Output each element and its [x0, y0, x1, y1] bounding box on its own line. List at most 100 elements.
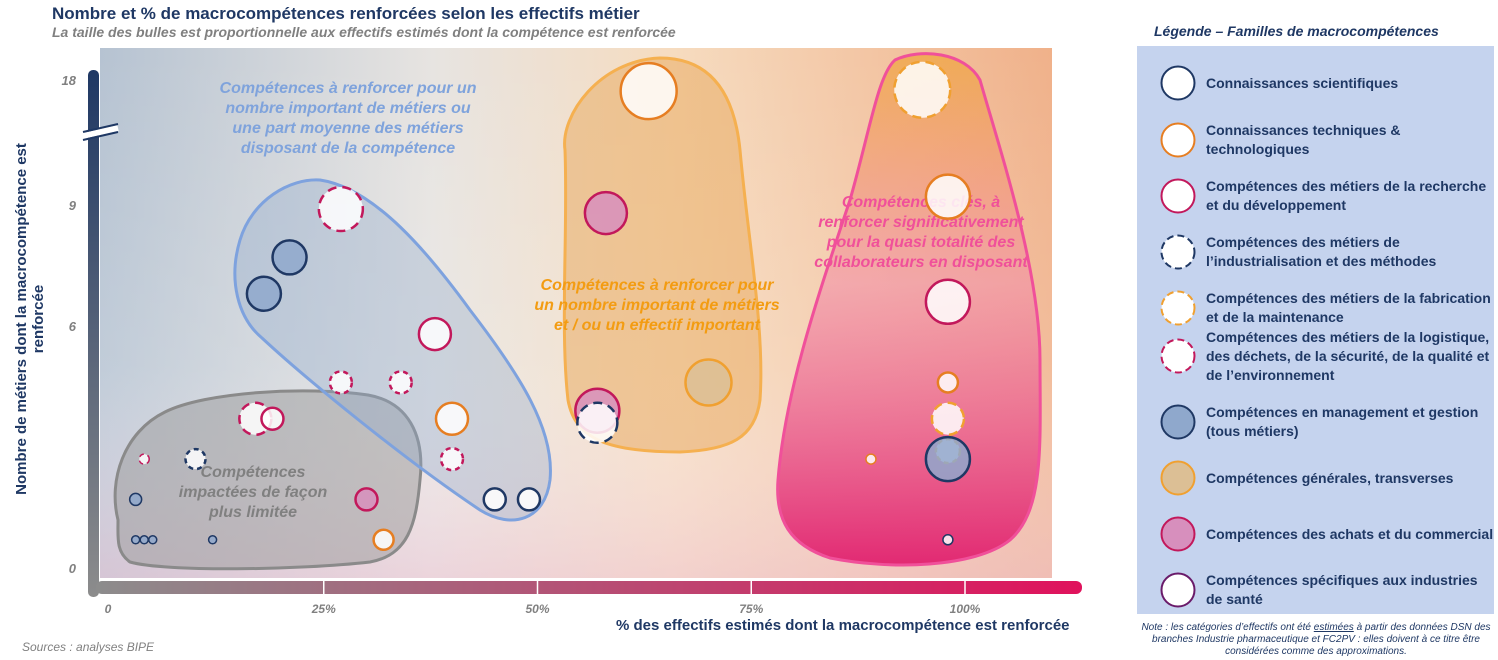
- bubble-point: [328, 370, 354, 395]
- legend-label: Compétences spécifiques aux industries d…: [1206, 572, 1478, 607]
- legend-item: Compétences des achats et du commercial: [1137, 512, 1494, 556]
- y-tick-label: 9: [69, 198, 77, 213]
- bubble-point: [865, 453, 877, 465]
- zone-label-line: Compétences à renforcer pour: [541, 277, 775, 294]
- sources: Sources : analyses BIPE: [22, 640, 155, 654]
- bubble-point: [924, 173, 972, 220]
- zone-orange: [562, 56, 763, 454]
- bubble-point: [207, 535, 218, 545]
- bubble-point: [924, 435, 972, 483]
- zone-blue: [233, 178, 552, 522]
- zone-label-line: une part moyenne des métiers: [232, 120, 463, 137]
- bubble-point: [893, 60, 952, 119]
- bubble-point: [619, 61, 678, 121]
- legend-item: Compétences spécifiques aux industries d…: [1137, 568, 1494, 612]
- legend-label: Compétences générales, transverses: [1206, 469, 1454, 486]
- legend-item: Compétences des métiers de l’industriali…: [1137, 230, 1494, 274]
- legend-circle-icon: [1160, 404, 1196, 440]
- legend-label: Compétences des métiers de la recherche …: [1206, 178, 1487, 213]
- zone-label-line: Compétences clés, à: [842, 194, 1000, 211]
- legend-item: Connaissances scientifiques: [1137, 61, 1494, 105]
- bubble-point: [388, 370, 413, 395]
- zone-label-line: Compétences: [201, 464, 306, 481]
- bubble-point: [317, 185, 365, 233]
- note-after: à partir des données DSN des branches In…: [1152, 622, 1491, 657]
- y-tick-label: 18: [62, 73, 77, 88]
- x-axis: [96, 581, 1082, 594]
- bubble-point: [271, 239, 308, 276]
- legend-circle-icon: [1160, 234, 1196, 270]
- zone-label-line: un nombre important de métiers: [534, 297, 779, 314]
- legend-label: Connaissances scientifiques: [1206, 74, 1399, 91]
- legend-item: Compétences générales, transverses: [1137, 456, 1494, 500]
- bubble-point: [372, 528, 395, 552]
- bubble-point: [148, 535, 158, 545]
- y-tick-label: 0: [69, 561, 77, 576]
- legend-item: Compétences en management et gestion (to…: [1137, 400, 1494, 444]
- zone-label-line: Compétences à renforcer pour un: [220, 80, 477, 97]
- bubble-point: [583, 190, 629, 236]
- x-tick-label: 100%: [950, 602, 981, 616]
- legend-label: Connaissances techniques & technologique…: [1206, 122, 1401, 157]
- bubble-point: [128, 492, 143, 507]
- bubble-point: [930, 401, 966, 437]
- zone-label-line: nombre important de métiers ou: [225, 100, 471, 117]
- x-tick-label: 25%: [311, 602, 336, 616]
- axis-break-mark: [82, 123, 119, 141]
- zone-label-line: renforcer significativement: [818, 214, 1024, 231]
- zone-label-line: plus limitée: [208, 504, 297, 521]
- legend-label: Compétences en management et gestion (to…: [1206, 404, 1479, 439]
- legend-item: Compétences des métiers de la recherche …: [1137, 174, 1494, 218]
- bubble-point: [434, 401, 470, 437]
- x-tick-label: 50%: [525, 602, 549, 616]
- bubble-point: [260, 406, 285, 432]
- zone-pink: [776, 52, 1042, 567]
- bubble-point: [417, 316, 453, 352]
- legend-circle-icon: [1160, 178, 1196, 214]
- zone-label-line: collaborateurs en disposant: [814, 254, 1028, 271]
- legend-label: Compétences des métiers de la logistique…: [1206, 328, 1490, 383]
- legend-circle-icon: [1160, 122, 1196, 158]
- bubble-point: [439, 446, 465, 472]
- bubble-point: [245, 275, 283, 312]
- x-tick-label: 0: [105, 602, 112, 616]
- chart: Compétences à renforcer pour un nombre im…: [62, 48, 1082, 616]
- zone-label-line: impactées de façon: [179, 484, 328, 501]
- legend-label: Compétences des métiers de la fabricatio…: [1206, 290, 1491, 325]
- legend-item: Connaissances techniques & technologique…: [1137, 118, 1494, 162]
- chart-title: Nombre et % de macrocompétences renforcé…: [52, 4, 640, 23]
- bubble-point: [139, 535, 149, 545]
- note-underlined: estimées: [1313, 622, 1354, 633]
- x-axis-label: % des effectifs estimés dont la macrocom…: [616, 617, 1070, 634]
- bubble-point: [184, 447, 207, 471]
- zone-label-line: pour la quasi totalité des: [826, 234, 1016, 251]
- legend-title: Légende – Familles de macrocompétences: [1154, 23, 1439, 39]
- legend-item: Compétences des métiers de la logistique…: [1137, 329, 1494, 383]
- zone-label-line: et / ou un effectif important: [554, 317, 761, 334]
- note: Note : les catégories d’effectifs ont ét…: [1140, 622, 1492, 658]
- bubble-point: [516, 487, 542, 512]
- legend-circle-icon: [1160, 65, 1196, 101]
- legend-label: Compétences des achats et du commercial: [1206, 525, 1494, 542]
- legend-circle-icon: [1160, 516, 1196, 552]
- note-before: Note : les catégories d’effectifs ont ét…: [1141, 622, 1314, 633]
- legend-label: Compétences des métiers de l’industriali…: [1206, 234, 1437, 269]
- bubble-point: [482, 487, 507, 512]
- zone-label-line: disposant de la compétence: [241, 140, 455, 157]
- chart-subtitle: La taille des bulles est proportionnelle…: [52, 24, 676, 40]
- y-axis: [88, 70, 99, 597]
- legend-item: Compétences des métiers de la fabricatio…: [1137, 286, 1494, 330]
- bubble-point: [138, 453, 150, 465]
- bubble-point: [576, 401, 619, 445]
- legend: Connaissances scientifiques Connaissances…: [1137, 46, 1494, 614]
- legend-circle-icon: [1160, 290, 1196, 326]
- legend-circle-icon: [1160, 338, 1196, 374]
- legend-circle-icon: [1160, 572, 1196, 608]
- legend-circle-icon: [1160, 460, 1196, 496]
- x-tick-label: 75%: [739, 602, 763, 616]
- y-axis-label: Nombre de métiers dont la macrocompétenc…: [13, 143, 47, 495]
- bubble-point: [684, 358, 733, 407]
- bubble-point: [942, 534, 954, 546]
- bubble-point: [130, 535, 141, 545]
- bubble-point: [936, 371, 960, 394]
